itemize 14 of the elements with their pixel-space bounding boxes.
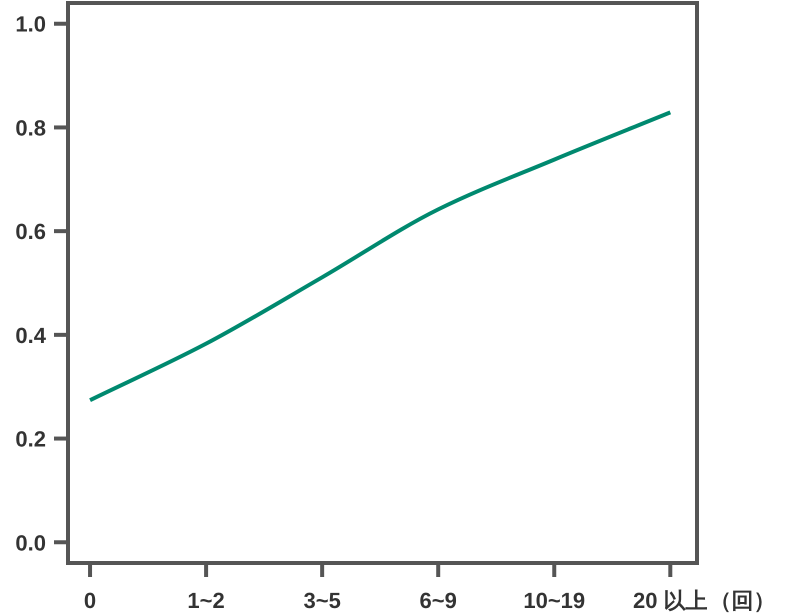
x-tick-label: 6~9	[420, 588, 457, 613]
y-tick-label: 0.2	[15, 426, 46, 452]
x-tick-label: 1~2	[187, 588, 225, 613]
y-tick-label: 0.0	[15, 530, 46, 556]
x-tick-label: 20 以上	[633, 588, 708, 613]
x-tick-label: 3~5	[303, 588, 341, 613]
x-tick-label: 0	[84, 588, 96, 613]
y-tick-label: 0.8	[15, 115, 46, 140]
x-axis-title: （回）	[710, 588, 776, 613]
y-tick-label: 0.4	[15, 322, 47, 348]
line-series	[88, 110, 672, 402]
y-tick-label: 0.6	[15, 219, 46, 244]
y-tick-label: 1.0	[15, 12, 46, 37]
x-tick-label: 10~19	[523, 588, 586, 613]
